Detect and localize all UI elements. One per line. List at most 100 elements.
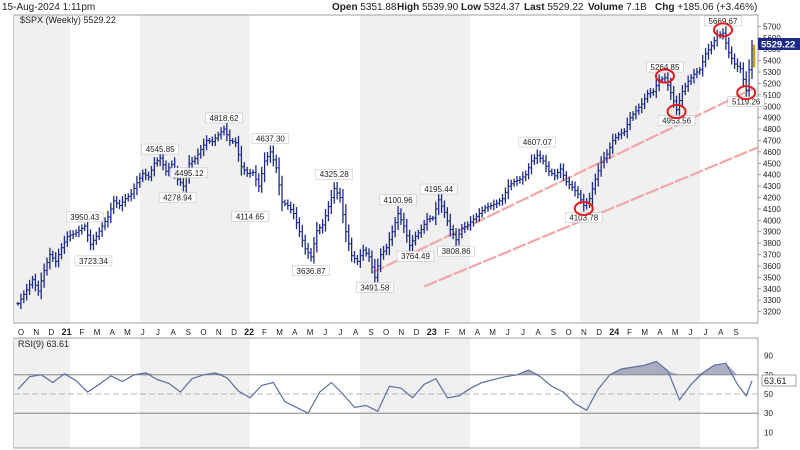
annotation-box — [251, 133, 290, 144]
header-high-value: 5539.90 — [422, 2, 459, 13]
highlight-circle — [712, 22, 733, 38]
price-shade-band — [360, 15, 470, 323]
highlight-circle — [666, 104, 687, 120]
annotation-label: 3950.43 — [70, 213, 99, 222]
rsi-last-tag: 63.61 — [764, 376, 787, 386]
price-tick-label: 4900 — [763, 114, 781, 123]
annotation-box — [437, 245, 475, 257]
highlight-circle — [654, 68, 675, 84]
price-tick-label: 5700 — [763, 22, 781, 31]
price-tick-label: 4200 — [763, 194, 781, 203]
price-bars — [16, 26, 756, 309]
chart-header: 15-Aug-2024 1:11pm Open 5351.88 High 553… — [0, 0, 800, 14]
price-tick-label: 3500 — [763, 273, 781, 282]
annotation-label: 4495.12 — [175, 169, 204, 178]
price-tick-label: 4000 — [763, 216, 781, 225]
annotation-box — [170, 167, 208, 179]
price-tick-label: 3900 — [763, 228, 781, 237]
highlight-circles — [573, 22, 757, 216]
annotation-box — [66, 211, 104, 223]
annotation-box — [292, 265, 330, 277]
rsi-shade-band — [360, 338, 470, 448]
annotation-label: 4103.78 — [569, 213, 598, 222]
annotation-label: 4100.96 — [384, 196, 413, 205]
annotation-box — [231, 211, 269, 222]
price-tick-label: 5400 — [763, 57, 781, 66]
price-tick-label: 4100 — [763, 205, 781, 214]
last-price-tag-bg — [758, 38, 800, 50]
time-tick-label: M — [94, 328, 101, 337]
rsi-tick-label: 30 — [764, 409, 773, 418]
rsi-series — [14, 360, 758, 414]
annotation-label: 4325.28 — [320, 170, 349, 179]
header-open-label: Open — [332, 2, 358, 13]
time-tick-label: M — [307, 328, 314, 337]
annotation-box — [356, 282, 394, 293]
time-tick-label: F — [627, 328, 632, 337]
annotation-label: 4607.07 — [523, 138, 552, 147]
annotation-box — [141, 143, 179, 155]
rsi-tick-label: 90 — [764, 352, 773, 361]
price-tick-label: 3300 — [763, 296, 781, 305]
annotation-box — [74, 255, 113, 267]
price-annotations: 3950.43 3723.34 4545.85 4278.94 4495.12 4818.… — [66, 15, 765, 293]
annotation-label: 4114.65 — [236, 212, 265, 221]
price-panel-background — [13, 14, 759, 324]
price-tick-label: 4400 — [763, 171, 781, 180]
time-tick-label: 24 — [609, 327, 619, 337]
header-date: 15-Aug-2024 1:11pm — [2, 2, 96, 13]
header-volume-value: 7.1B — [626, 2, 647, 13]
time-tick-label: J — [688, 328, 692, 337]
time-tick-label: A — [718, 328, 724, 337]
annotation-label: 4195.44 — [424, 185, 453, 194]
price-tick-label: 3600 — [763, 262, 781, 271]
annotation-box — [657, 115, 696, 126]
price-tick-label: 3400 — [763, 285, 781, 294]
annotation-box — [205, 112, 243, 124]
rsi-tick-label: 50 — [764, 390, 773, 399]
time-tick-label: S — [186, 328, 191, 337]
time-tick-label: M — [489, 328, 496, 337]
time-axis: O N D 21 F M A M J J A S O N D 22 F M A M J J A S O N D 23 F M A M J J A S O… — [18, 327, 739, 337]
time-tick-label: D — [49, 328, 55, 337]
time-tick-label: N — [33, 328, 39, 337]
rsi-shade-band — [140, 338, 250, 448]
price-legend: $SPX (Weekly) 5529.22 — [20, 15, 116, 25]
annotation-box — [379, 194, 417, 206]
channel-upper-line — [371, 88, 753, 274]
rsi-tick-label: 10 — [764, 428, 773, 437]
time-tick-label: M — [641, 328, 648, 337]
header-open-value: 5351.88 — [360, 2, 397, 13]
price-shade-band — [14, 15, 70, 323]
time-tick-label: S — [368, 328, 373, 337]
annotation-label: 4953.56 — [662, 117, 691, 126]
highlight-circle — [573, 200, 594, 216]
annotation-label: 3636.87 — [297, 267, 326, 276]
time-tick-label: S — [733, 328, 738, 337]
price-tick-label: 5200 — [763, 79, 781, 88]
header-low: Low 5324.37 — [461, 2, 520, 13]
annotation-label: 5669.67 — [709, 17, 738, 26]
time-tick-label: N — [216, 328, 222, 337]
time-tick-label: M — [276, 328, 283, 337]
time-tick-label: A — [657, 328, 663, 337]
time-tick-label: S — [551, 328, 556, 337]
header-chg-value: +185.06 (+3.46%) — [677, 2, 758, 13]
annotation-label: 3723.34 — [79, 257, 108, 266]
price-axis: 3200 3300 3400 3500 3600 3700 3800 3900 4000 4100… — [758, 22, 781, 317]
rsi-legend: RSI(9) 63.61 — [18, 339, 69, 349]
time-tick-label: O — [566, 328, 572, 337]
annotation-label: 4818.62 — [210, 114, 239, 123]
time-tick-label: D — [596, 328, 602, 337]
annotation-box — [727, 96, 765, 107]
header-chg-label: Chg — [655, 2, 675, 13]
time-tick-label: D — [231, 328, 237, 337]
time-tick-label: A — [536, 328, 542, 337]
annotation-box — [646, 61, 684, 73]
annotation-label: 5119.26 — [732, 98, 761, 107]
rsi-shade-band — [580, 338, 700, 448]
price-tick-label: 4500 — [763, 159, 781, 168]
annotation-box — [565, 212, 603, 223]
annotation-box — [518, 136, 557, 148]
